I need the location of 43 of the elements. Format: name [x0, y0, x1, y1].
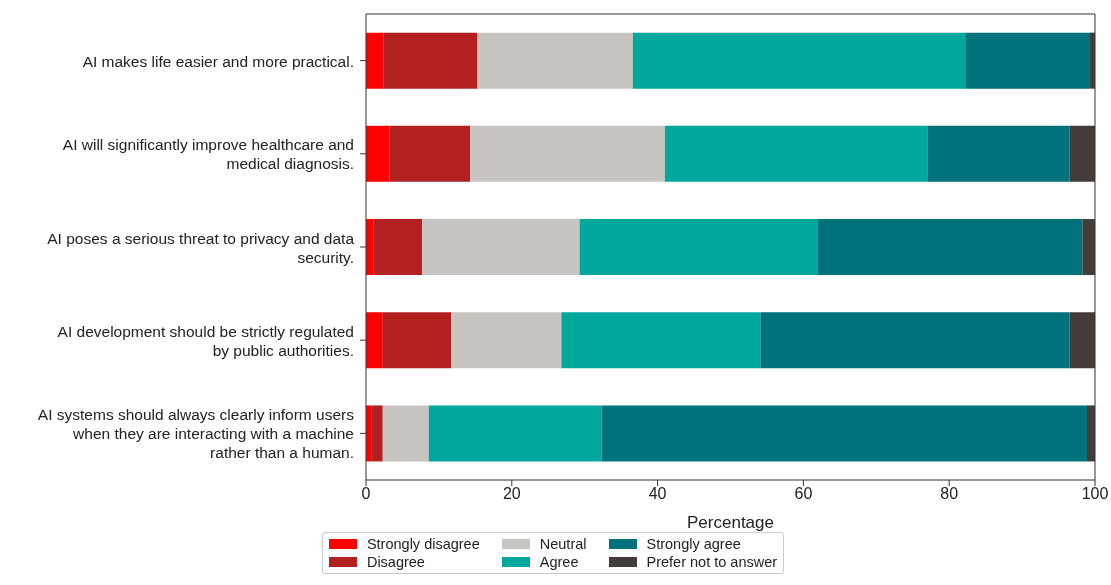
bar [561, 312, 761, 369]
bar [664, 125, 928, 182]
bar [927, 125, 1070, 182]
bar [371, 405, 383, 462]
y-tick-label: AI systems should always clearly inform users when they are interacting with a machine rather than a human. [37, 405, 355, 461]
bar [389, 125, 471, 182]
y-tick-label: AI development should be strictly regulated by public authorities. [57, 322, 354, 359]
bar [383, 32, 478, 89]
bar [965, 32, 1090, 89]
y-tick-label: AI makes life easier and more practical. [82, 52, 354, 70]
legend-label: Agree [539, 554, 579, 570]
x-tick-label: 40 [648, 485, 667, 503]
bar [470, 125, 665, 182]
bar [601, 405, 1087, 462]
x-tick-label: 80 [940, 485, 959, 503]
bar [579, 219, 818, 276]
x-tick-label: 100 [1081, 485, 1109, 503]
bar [477, 32, 633, 89]
bar [382, 405, 429, 462]
bar [382, 312, 452, 369]
bar [1069, 125, 1095, 182]
x-tick-label: 20 [502, 485, 521, 503]
x-tick-label: 60 [794, 485, 813, 503]
bar [428, 405, 602, 462]
bar [366, 312, 383, 369]
bar [1069, 312, 1095, 369]
bar [422, 219, 580, 276]
y-tick-label: AI poses a serious threat to privacy and data security. [47, 229, 355, 265]
y-tick-label: AI will significantly improve healthcare and medical diagnosis. [62, 135, 354, 172]
bar [632, 32, 966, 89]
legend-label: Strongly agree [646, 536, 741, 552]
legend-label: Disagree [366, 554, 425, 570]
bar [366, 32, 384, 89]
bar [373, 219, 423, 276]
x-tick-label: 0 [361, 485, 371, 503]
legend-label: Prefer not to answer [646, 554, 778, 570]
legend-label: Neutral [539, 536, 587, 552]
legend-label: Strongly disagree [366, 536, 480, 552]
bar [760, 312, 1070, 369]
bar [451, 312, 562, 369]
bar [817, 219, 1083, 276]
bar [366, 125, 390, 182]
x-axis-title: Percentage [687, 513, 774, 532]
